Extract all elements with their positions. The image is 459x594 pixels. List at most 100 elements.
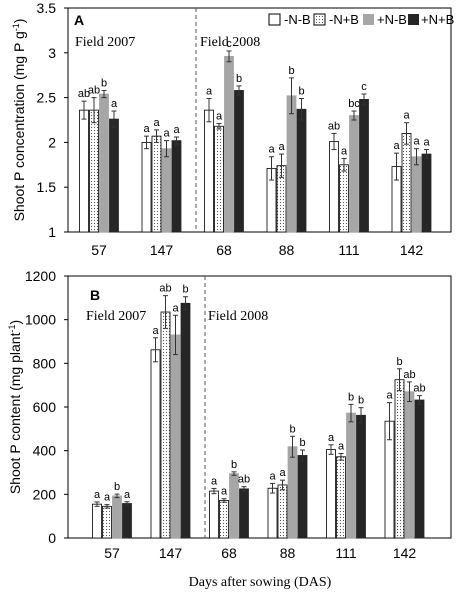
- panel-b-bar-pos-n-neg-b: [404, 391, 415, 539]
- panel-a-x-tick-label: 88: [279, 242, 295, 258]
- panel-b-y-tick-label: 0: [48, 530, 56, 546]
- panel-a-annotation-field-2008: Field 2008: [200, 35, 260, 50]
- panel-a-bar-pos-n-pos-b: [109, 118, 119, 233]
- panel-a-significance-letter: a: [206, 85, 213, 97]
- panel-b-bar-pos-n-pos-b: [239, 488, 249, 539]
- panel-b-bar-pos-n-neg-b: [287, 446, 298, 539]
- panel-b-y-axis-label: Shoot P content (mg plant-1): [7, 320, 23, 494]
- panel-b-bar-neg-n-pos-b: [277, 484, 288, 539]
- panel-b-bar-neg-n-pos-b: [102, 505, 112, 539]
- panel-a-significance-letter: bc: [348, 98, 360, 110]
- panel-a-bar-pos-n-pos-b: [421, 153, 432, 233]
- panel-b-bar-neg-n-neg-b: [209, 490, 219, 539]
- panel-a-bar-neg-n-pos-b: [339, 164, 349, 233]
- panel-b-bar-neg-n-neg-b: [92, 503, 102, 539]
- panel-a-x-tick-label: 111: [338, 242, 359, 258]
- panel-a-significance-letter: ab: [328, 120, 340, 132]
- panel-b-bar-pos-n-pos-b: [297, 455, 308, 539]
- panel-a-bar-neg-n-pos-b: [214, 125, 224, 233]
- panel-a-y-tick-label: 2.5: [37, 90, 57, 106]
- panel-a-x-tick-label: 57: [91, 242, 107, 258]
- panel-b: B Field 2007 Field 2008 Shoot P content …: [7, 268, 452, 590]
- panel-a-significance-letter: b: [101, 77, 107, 89]
- panel-a-y-tick-label: 1.5: [37, 179, 57, 195]
- legend-label-pos-n-neg-b: +N-B: [377, 12, 407, 27]
- panel-b-significance-letter: b: [358, 395, 364, 407]
- panel-a-bar-pos-n-neg-b: [99, 93, 109, 233]
- panel-b-significance-letter: a: [172, 302, 179, 314]
- legend-swatch-neg-n-neg-b: [268, 13, 281, 26]
- panel-a-significance-letter: ab: [78, 88, 90, 100]
- panel-b-significance-letter: ab: [238, 474, 250, 486]
- panel-a: A Field 2007 Field 2008 Shoot P concentr…: [11, 0, 454, 258]
- panel-a-significance-letter: a: [413, 136, 420, 148]
- panel-b-bar-pos-n-pos-b: [356, 414, 366, 539]
- panel-a-significance-letter: ab: [88, 85, 100, 97]
- panel-b-bar-neg-n-neg-b: [326, 449, 336, 539]
- panel-a-annotation-field-2007: Field 2007: [75, 35, 135, 50]
- panel-b-significance-letter: b: [299, 437, 305, 449]
- panel-a-significance-letter: a: [173, 124, 180, 136]
- panel-a-y-tick-label: 3.5: [37, 0, 57, 16]
- panel-a-bar-pos-n-neg-b: [286, 95, 297, 233]
- panel-b-significance-letter: a: [338, 441, 345, 453]
- panel-a-significance-letter: a: [393, 140, 400, 152]
- legend-swatch-neg-n-pos-b: [313, 13, 326, 26]
- legend-label-neg-n-pos-b: -N+B: [329, 12, 359, 27]
- panel-b-significance-letter: a: [221, 486, 228, 498]
- panel-b-significance-letter: ab: [403, 369, 415, 381]
- panel-b-significance-letter: b: [396, 356, 402, 368]
- panel-a-bar-pos-n-pos-b: [234, 90, 244, 233]
- panel-b-letter: B: [90, 287, 100, 303]
- panel-a-x-tick-label: 68: [216, 242, 232, 258]
- panel-b-y-tick-label: 800: [33, 355, 57, 371]
- panel-b-bar-neg-n-pos-b: [160, 311, 171, 539]
- panel-b-annotation-field-2007: Field 2007: [86, 309, 146, 324]
- panel-b-bar-neg-n-neg-b: [150, 349, 161, 539]
- panel-b-bar-pos-n-pos-b: [414, 399, 425, 539]
- panel-a-significance-letter: a: [163, 128, 170, 140]
- panel-b-significance-letter: b: [231, 459, 237, 471]
- panel-a-y-tick-label: 3: [48, 45, 56, 61]
- panel-a-bar-pos-n-neg-b: [224, 55, 234, 233]
- panel-b-bar-neg-n-neg-b: [267, 487, 278, 539]
- panel-b-significance-letter: a: [269, 470, 276, 482]
- panel-a-bar-neg-n-neg-b: [141, 141, 152, 233]
- panel-b-significance-letter: a: [279, 467, 286, 479]
- legend-label-neg-n-neg-b: -N-B: [284, 12, 311, 27]
- panel-a-significance-letter: a: [143, 123, 150, 135]
- panel-a-x-tick-label: 147: [150, 242, 174, 258]
- panel-a-y-tick-label: 2: [48, 134, 56, 150]
- panel-b-significance-letter: b: [289, 423, 295, 435]
- panel-b-y-tick-label: 200: [33, 486, 57, 502]
- panel-a-bar-neg-n-pos-b: [89, 109, 99, 233]
- panel-b-y-tick-label: 1000: [25, 312, 56, 328]
- panel-a-significance-letter: b: [298, 85, 304, 97]
- panel-b-x-tick-label: 57: [104, 545, 120, 561]
- panel-a-bar-neg-n-neg-b: [329, 141, 339, 233]
- legend-label-pos-n-pos-b: +N+B: [421, 12, 454, 27]
- panel-b-y-tick-label: 1200: [25, 268, 56, 284]
- panel-b-bar-neg-n-pos-b: [394, 379, 405, 539]
- panel-b-x-tick-label: 142: [393, 545, 417, 561]
- panel-a-bar-pos-n-neg-b: [161, 148, 172, 233]
- panel-b-y-tick-label: 600: [33, 399, 57, 415]
- panel-b-bar-pos-n-neg-b: [170, 334, 181, 539]
- panel-a-significance-letter: a: [268, 144, 275, 156]
- panel-b-significance-letter: b: [348, 391, 354, 403]
- panel-b-significance-letter: a: [211, 475, 218, 487]
- panel-a-bar-pos-n-pos-b: [296, 108, 307, 233]
- panel-b-x-tick-label: 88: [280, 545, 296, 561]
- panel-a-significance-letter: a: [403, 110, 410, 122]
- panel-a-significance-letter: a: [111, 98, 118, 110]
- panel-a-bar-neg-n-neg-b: [204, 109, 214, 233]
- panel-b-significance-letter: b: [114, 481, 120, 493]
- panel-a-significance-letter: b: [288, 65, 294, 77]
- panel-b-x-tick-label: 68: [221, 545, 237, 561]
- panel-b-significance-letter: a: [94, 489, 101, 501]
- panel-b-y-tick-label: 400: [33, 443, 57, 459]
- panel-b-bar-pos-n-pos-b: [180, 302, 191, 539]
- panel-b-annotation-field-2008: Field 2008: [208, 309, 268, 324]
